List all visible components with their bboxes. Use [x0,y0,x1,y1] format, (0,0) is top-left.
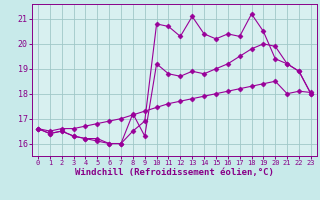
X-axis label: Windchill (Refroidissement éolien,°C): Windchill (Refroidissement éolien,°C) [75,168,274,177]
